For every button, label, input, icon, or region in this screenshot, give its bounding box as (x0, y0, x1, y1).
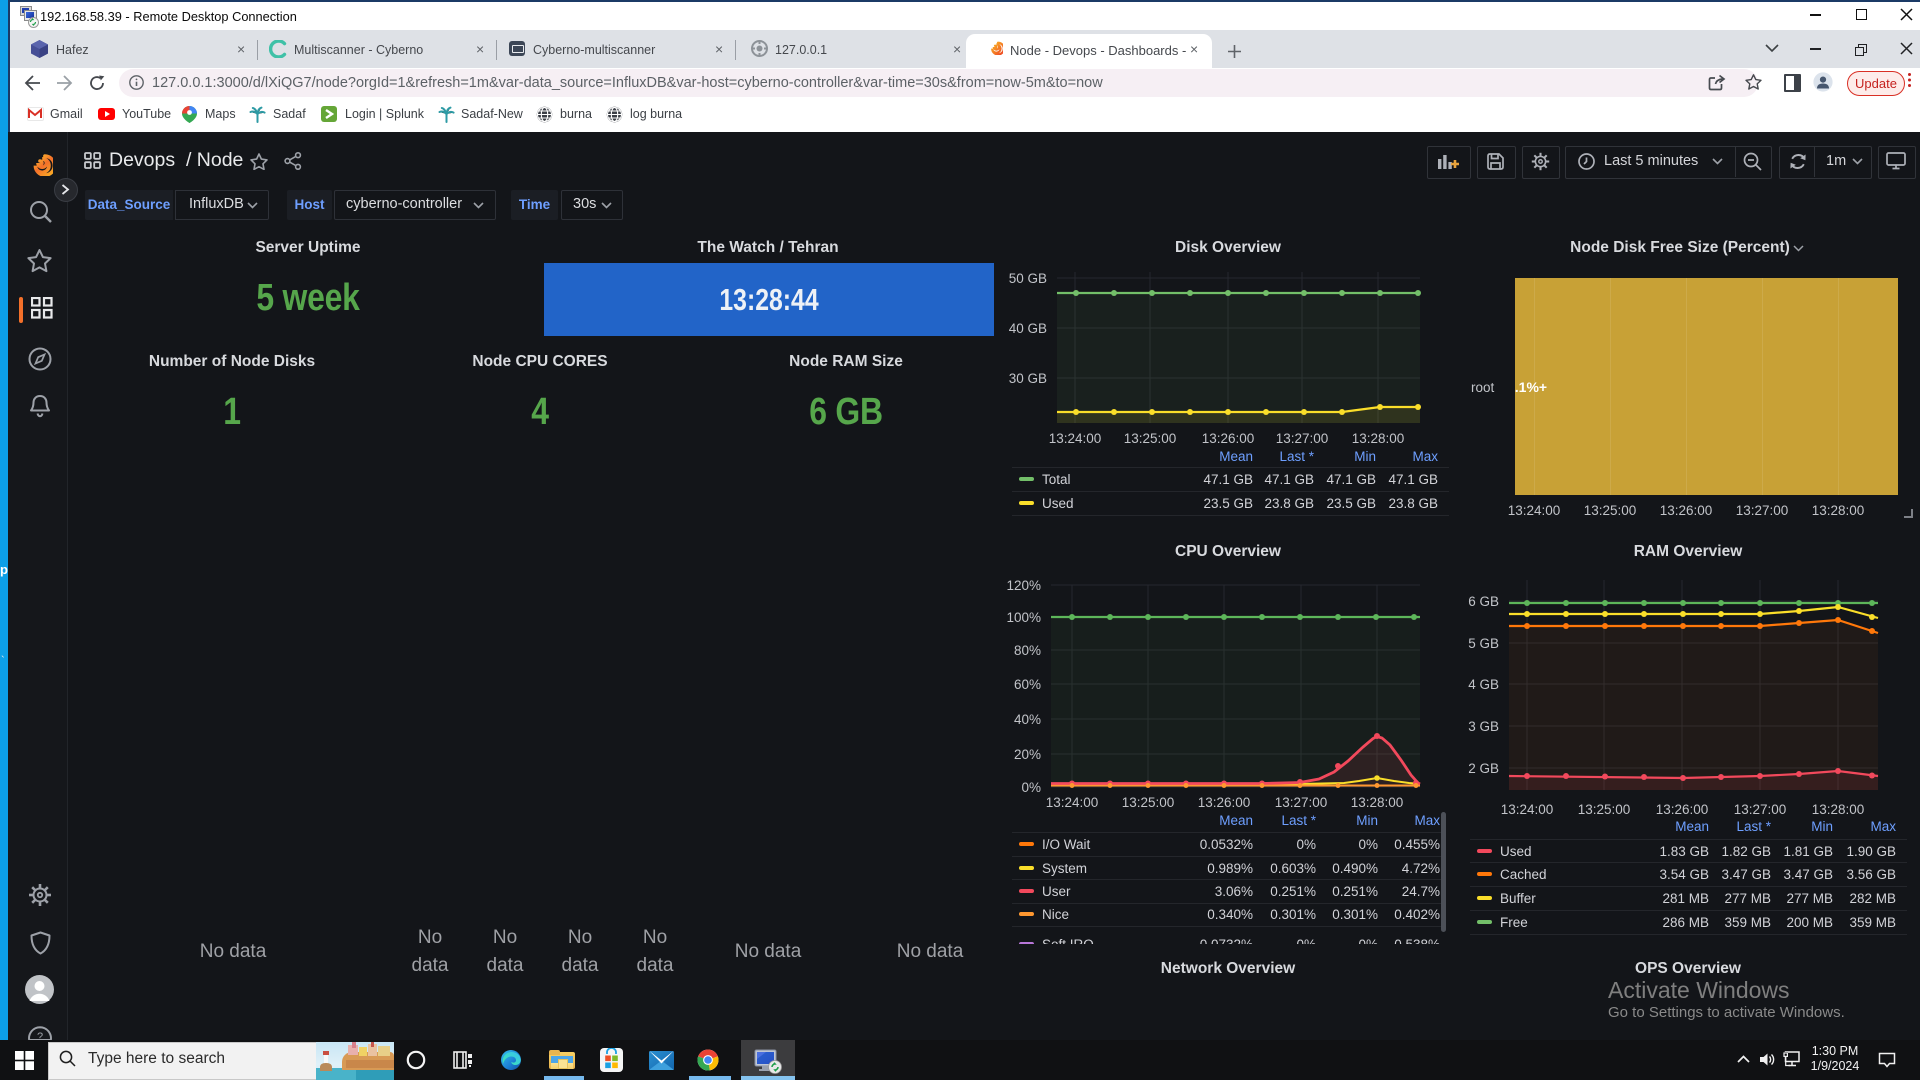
svg-text:13:27:00: 13:27:00 (1276, 431, 1329, 446)
svg-text:13:26:00: 13:26:00 (1202, 431, 1255, 446)
svg-text:80%: 80% (1014, 643, 1041, 658)
svg-text:13:25:00: 13:25:00 (1578, 802, 1631, 817)
svg-text:5 GB: 5 GB (1468, 636, 1499, 651)
svg-text:13:27:00: 13:27:00 (1275, 795, 1328, 808)
svg-text:13:28:00: 13:28:00 (1352, 431, 1405, 446)
svg-text:13:28:00: 13:28:00 (1351, 795, 1404, 808)
svg-text:0%: 0% (1021, 780, 1041, 795)
svg-text:4 GB: 4 GB (1468, 677, 1499, 692)
svg-text:13:24:00: 13:24:00 (1049, 431, 1102, 446)
svg-text:40 GB: 40 GB (1009, 321, 1047, 336)
svg-text:3 GB: 3 GB (1468, 719, 1499, 734)
svg-text:100%: 100% (1006, 610, 1041, 625)
svg-text:13:25:00: 13:25:00 (1122, 795, 1175, 808)
svg-text:6 GB: 6 GB (1468, 594, 1499, 609)
svg-text:30 GB: 30 GB (1009, 371, 1047, 386)
svg-text:20%: 20% (1014, 747, 1041, 762)
svg-text:13:28:00: 13:28:00 (1812, 802, 1865, 817)
svg-text:13:24:00: 13:24:00 (1046, 795, 1099, 808)
svg-text:13:24:00: 13:24:00 (1501, 802, 1554, 817)
svg-text:?: ? (37, 1031, 43, 1040)
svg-text:60%: 60% (1014, 677, 1041, 692)
svg-text:13:27:00: 13:27:00 (1734, 802, 1787, 817)
svg-text:50 GB: 50 GB (1009, 271, 1047, 286)
svg-text:120%: 120% (1006, 578, 1041, 593)
svg-text:2 GB: 2 GB (1468, 761, 1499, 776)
svg-text:40%: 40% (1014, 712, 1041, 727)
svg-text:13:25:00: 13:25:00 (1124, 431, 1177, 446)
svg-text:13:26:00: 13:26:00 (1656, 802, 1709, 817)
svg-text:13:26:00: 13:26:00 (1198, 795, 1251, 808)
